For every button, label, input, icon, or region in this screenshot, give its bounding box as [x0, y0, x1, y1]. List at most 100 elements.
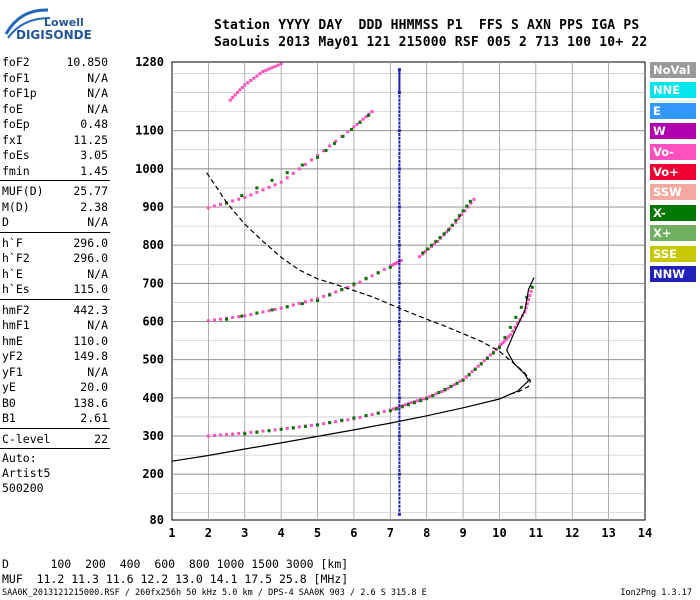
- trace-point: [322, 149, 326, 153]
- param-row: MUF(D) 25.77: [0, 183, 112, 199]
- param-label: fxI: [2, 132, 23, 147]
- trace-point: [228, 98, 232, 102]
- param-value: N/A: [87, 266, 108, 281]
- trace-point: [457, 216, 461, 220]
- trace-point: [398, 362, 401, 366]
- param-label: yF1: [2, 364, 23, 379]
- trace-point: [505, 337, 509, 341]
- trace-point: [398, 228, 401, 232]
- trace-point: [300, 163, 304, 167]
- polarization-legend: NoVal NNE E W Vo- Vo+ SSW X- X+ SSE NNW: [650, 62, 696, 286]
- trace-point: [476, 364, 480, 368]
- trace-point: [340, 287, 344, 291]
- trace-point: [445, 230, 449, 234]
- trace-point: [530, 285, 534, 289]
- param-value: 10.850: [66, 55, 108, 69]
- trace-point: [328, 293, 332, 297]
- param-label: B1: [2, 411, 16, 425]
- trace-point: [237, 197, 241, 201]
- trace-point: [428, 395, 432, 399]
- trace-point: [398, 117, 401, 121]
- param-value: 110.0: [73, 333, 108, 348]
- trace-point: [328, 144, 332, 148]
- software-version: Ion2Png 1.3.17: [620, 588, 692, 598]
- trace-point: [413, 401, 417, 405]
- trace-series: [228, 62, 283, 102]
- muf-row: MUF 11.2 11.3 11.6 12.2 13.0 14.1 17.5 2…: [2, 572, 349, 586]
- y-tick-label: 200: [142, 467, 164, 481]
- trace-point: [267, 309, 271, 313]
- legend-item-e: E: [650, 102, 696, 119]
- trace-series: [421, 199, 472, 255]
- legend-item-vo-: Vo-: [650, 143, 696, 160]
- param-row: M(D) 2.38: [0, 199, 112, 215]
- trace-point: [303, 424, 307, 428]
- trace-point: [291, 303, 295, 307]
- trace-point: [276, 63, 280, 67]
- logo-line1: Lowell: [44, 16, 84, 29]
- trace-point: [519, 305, 523, 309]
- trace-point: [285, 176, 289, 180]
- trace-point: [460, 213, 464, 217]
- trace-point: [391, 407, 395, 411]
- trace-point: [219, 433, 223, 437]
- trace-point: [376, 271, 380, 275]
- trace-point: [419, 399, 423, 403]
- trace-point: [398, 415, 401, 419]
- param-separator: [0, 231, 110, 233]
- param-value: 11.25: [73, 132, 108, 147]
- param-row: h`Es 115.0: [0, 281, 112, 297]
- trace-point: [285, 426, 289, 430]
- trace-point: [529, 289, 533, 293]
- param-row: hmF2 442.3: [0, 302, 112, 318]
- trace-point: [212, 434, 216, 438]
- x-tick-label: 10: [492, 526, 506, 540]
- trace-point: [279, 427, 283, 431]
- trace-point: [398, 430, 401, 434]
- trace-point: [397, 281, 401, 285]
- trace-point: [249, 313, 253, 317]
- trace-point: [285, 305, 289, 309]
- trace-point: [261, 429, 265, 433]
- trace-point: [398, 220, 401, 224]
- trace-point: [346, 418, 350, 422]
- trace-point: [249, 78, 253, 82]
- trace-point: [398, 88, 401, 92]
- trace-point: [397, 434, 401, 438]
- x-tick-label: 12: [565, 526, 579, 540]
- param-value: 22: [94, 431, 108, 446]
- trace-point: [455, 381, 459, 385]
- trace-point: [398, 400, 401, 404]
- param-value: N/A: [87, 70, 108, 85]
- param-label: h`F2: [2, 251, 30, 265]
- trace-point: [398, 289, 401, 293]
- trace-point: [352, 416, 356, 420]
- trace-point: [322, 294, 326, 298]
- trace-point: [255, 186, 259, 190]
- trace-point: [267, 185, 271, 189]
- trace-point: [231, 199, 235, 203]
- trace-point: [398, 86, 401, 90]
- trace-point: [433, 242, 437, 246]
- trace-point: [398, 190, 401, 194]
- param-value: 2.61: [80, 411, 108, 425]
- trace-point: [485, 356, 489, 360]
- param-row: foF1 N/A: [0, 70, 112, 86]
- trace-point: [398, 201, 401, 205]
- trace-point: [398, 484, 401, 488]
- lowell-digisonde-logo: Lowell DIGISONDE: [2, 4, 92, 44]
- trace-point: [434, 239, 438, 243]
- trace-point: [472, 197, 476, 201]
- trace-point: [397, 91, 401, 95]
- trace-point: [443, 387, 447, 391]
- trace-point: [366, 113, 370, 117]
- trace-point: [398, 182, 401, 186]
- trace-point: [249, 430, 253, 434]
- trace-point: [264, 68, 268, 72]
- trace-point: [398, 110, 401, 114]
- trace-point: [423, 250, 427, 254]
- trace-point: [346, 130, 350, 134]
- x-tick-label: 3: [241, 526, 248, 540]
- trace-point: [394, 261, 398, 265]
- trace-point: [398, 388, 401, 392]
